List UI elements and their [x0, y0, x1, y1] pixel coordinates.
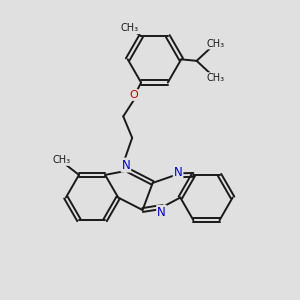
- Text: CH₃: CH₃: [52, 155, 70, 165]
- Text: N: N: [157, 206, 166, 219]
- Text: N: N: [174, 166, 182, 179]
- Text: CH₃: CH₃: [207, 39, 225, 49]
- Text: N: N: [122, 159, 130, 172]
- Text: CH₃: CH₃: [121, 23, 139, 33]
- Text: CH₃: CH₃: [207, 73, 225, 83]
- Text: O: O: [129, 90, 138, 100]
